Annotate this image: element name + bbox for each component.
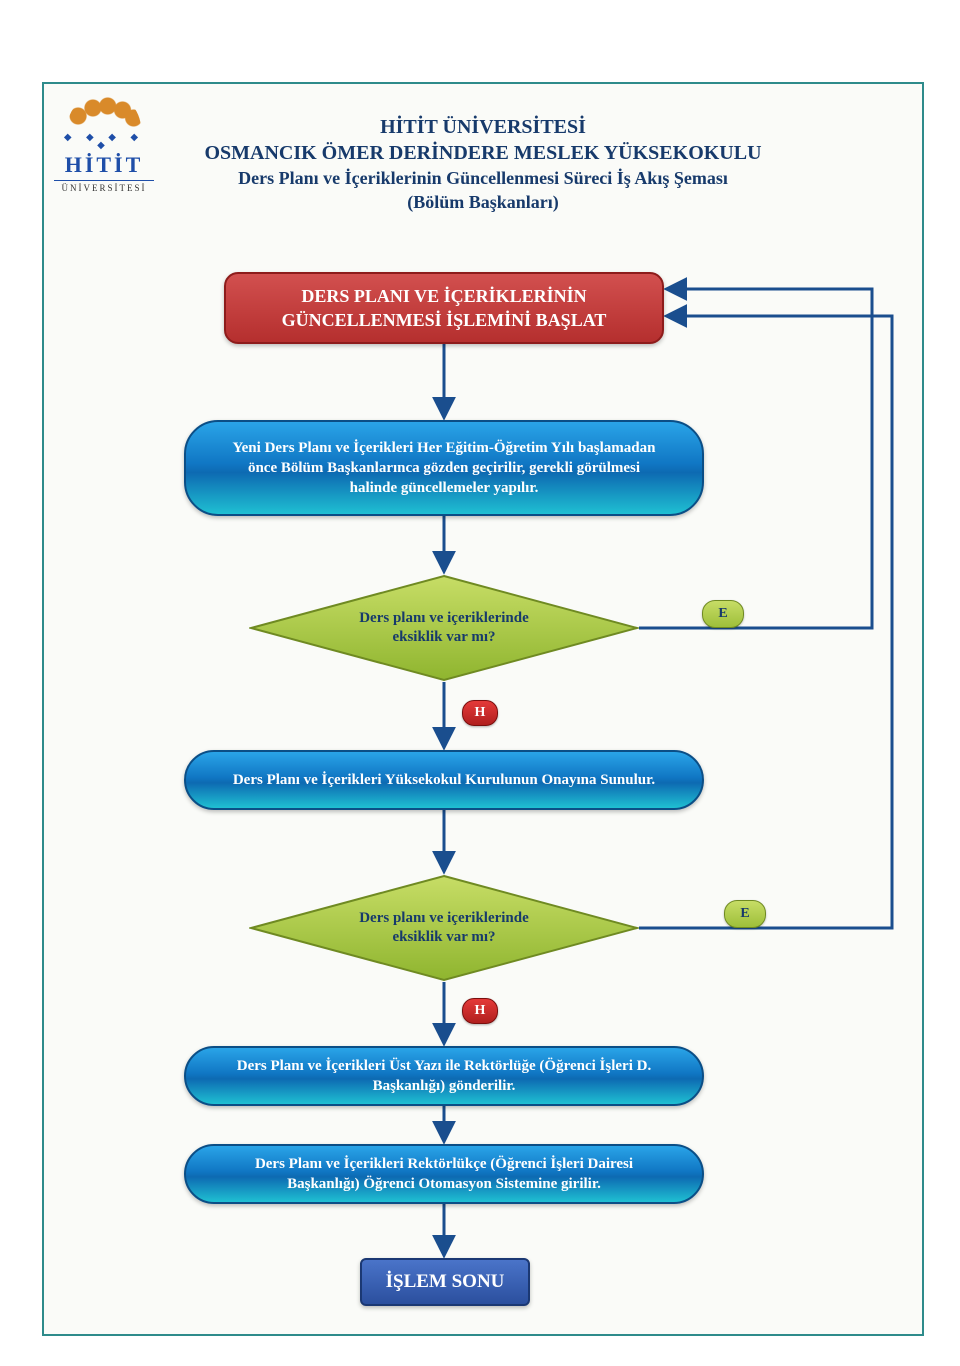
process-send-rector-node: Ders Planı ve İçerikleri Üst Yazı ile Re… (184, 1046, 704, 1106)
start-node-text: DERS PLANI VE İÇERİKLERİNİN GÜNCELLENMES… (248, 284, 640, 332)
process-review-text: Yeni Ders Planı ve İçerikleri Her Eğitim… (227, 438, 661, 498)
no-label-2: H (462, 998, 498, 1024)
page: ◆ ◆ ◆ ◆ ◆ HİTİT ÜNİVERSİTESİ HİTİT ÜNİVE… (0, 0, 960, 1366)
yes-label-1: E (702, 600, 744, 628)
process-approval-node: Ders Planı ve İçerikleri Yüksekokul Kuru… (184, 750, 704, 810)
end-node-text: İŞLEM SONU (386, 1272, 505, 1292)
decision-missing-1-text: Ders planı ve içeriklerinde eksiklik var… (249, 574, 639, 682)
decision-missing-1: Ders planı ve içeriklerinde eksiklik var… (249, 574, 639, 682)
no-label-1: H (462, 700, 498, 726)
start-node: DERS PLANI VE İÇERİKLERİNİN GÜNCELLENMES… (224, 272, 664, 344)
decision-missing-2-text: Ders planı ve içeriklerinde eksiklik var… (249, 874, 639, 982)
end-node: İŞLEM SONU (360, 1258, 530, 1306)
decision-missing-2: Ders planı ve içeriklerinde eksiklik var… (249, 874, 639, 982)
document-frame: ◆ ◆ ◆ ◆ ◆ HİTİT ÜNİVERSİTESİ HİTİT ÜNİVE… (42, 82, 924, 1336)
process-send-rector-text: Ders Planı ve İçerikleri Üst Yazı ile Re… (227, 1056, 661, 1096)
yes-label-2: E (724, 900, 766, 928)
process-review-node: Yeni Ders Planı ve İçerikleri Her Eğitim… (184, 420, 704, 516)
process-enter-system-text: Ders Planı ve İçerikleri Rektörlükçe (Öğ… (227, 1154, 661, 1194)
process-enter-system-node: Ders Planı ve İçerikleri Rektörlükçe (Öğ… (184, 1144, 704, 1204)
process-approval-text: Ders Planı ve İçerikleri Yüksekokul Kuru… (233, 770, 655, 790)
